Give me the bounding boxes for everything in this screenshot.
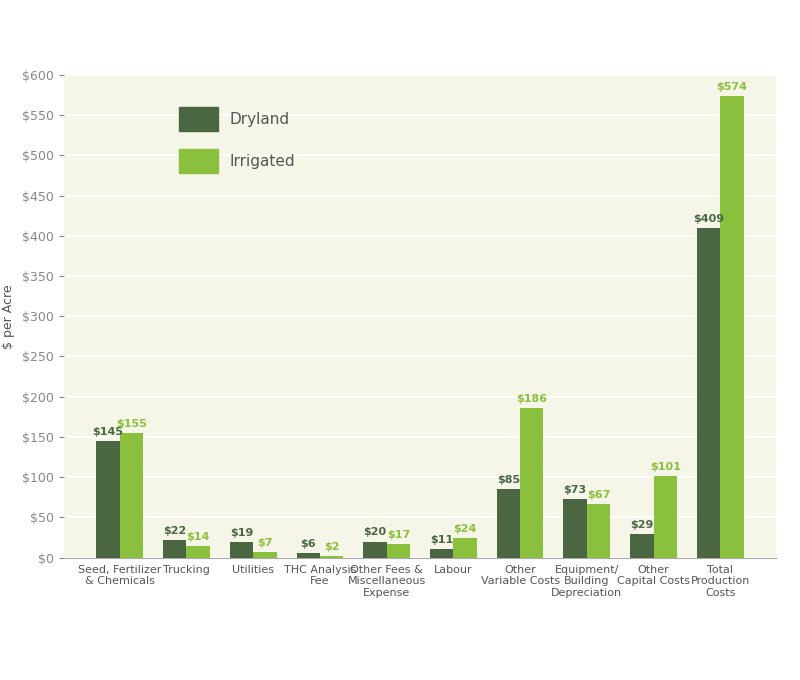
Bar — [96, 441, 120, 558]
Text: $155: $155 — [116, 419, 146, 429]
Bar — [497, 489, 520, 558]
Text: $14: $14 — [186, 532, 210, 543]
Bar — [654, 476, 677, 558]
Text: $22: $22 — [163, 526, 186, 536]
Bar — [630, 534, 654, 558]
Text: $11: $11 — [430, 534, 454, 545]
Bar — [587, 504, 610, 558]
Text: $101: $101 — [650, 462, 681, 473]
Bar — [430, 549, 454, 558]
Bar — [454, 539, 477, 558]
Text: Figure 5.: Figure 5. — [16, 20, 83, 35]
Bar — [563, 499, 587, 558]
Text: $73: $73 — [563, 485, 586, 495]
Bar — [520, 408, 543, 558]
Text: $17: $17 — [386, 530, 410, 540]
Bar — [120, 433, 143, 558]
Bar — [320, 556, 343, 558]
Bar — [697, 228, 720, 558]
Text: $20: $20 — [363, 528, 386, 537]
Text: $186: $186 — [516, 394, 547, 404]
Bar — [186, 546, 210, 558]
Bar — [230, 543, 253, 558]
Y-axis label: $ per Acre: $ per Acre — [2, 284, 15, 349]
Bar — [253, 552, 277, 558]
Text: $6: $6 — [301, 539, 316, 549]
Text: $574: $574 — [717, 82, 747, 92]
Text: $85: $85 — [497, 475, 520, 486]
Bar — [720, 96, 744, 558]
Text: $24: $24 — [454, 524, 477, 534]
Bar — [363, 541, 386, 558]
Text: $409: $409 — [693, 214, 724, 224]
Text: $2: $2 — [324, 542, 339, 552]
Bar — [386, 544, 410, 558]
Bar — [297, 553, 320, 558]
Bar — [163, 540, 186, 558]
Text: $67: $67 — [587, 490, 610, 500]
Text: $145: $145 — [93, 427, 123, 437]
Text: $29: $29 — [630, 520, 654, 530]
Legend: Dryland, Irrigated: Dryland, Irrigated — [164, 92, 310, 188]
Text: $7: $7 — [257, 538, 273, 548]
Text: Breakdown of Hemp Seed Total Production Costs, 2015: Breakdown of Hemp Seed Total Production … — [80, 18, 638, 37]
Text: $19: $19 — [230, 528, 253, 539]
